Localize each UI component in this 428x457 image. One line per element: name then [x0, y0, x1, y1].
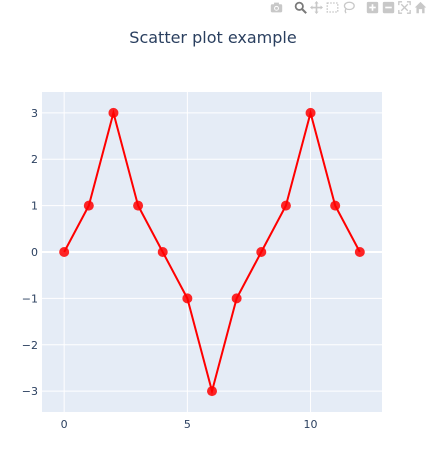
y-tick-label: −1 [22, 292, 38, 305]
y-tick-label: −2 [22, 339, 38, 352]
modebar [268, 0, 428, 14]
data-point[interactable] [354, 247, 365, 257]
data-point[interactable] [207, 386, 217, 397]
grid [42, 92, 382, 412]
home-icon[interactable] [412, 0, 428, 14]
data-point[interactable] [83, 200, 94, 211]
data-point[interactable] [108, 107, 119, 118]
data-point[interactable] [231, 293, 242, 304]
autoscale-icon[interactable] [396, 0, 412, 14]
data-point[interactable] [59, 247, 70, 257]
data-point[interactable] [280, 200, 291, 211]
y-tick-label: 2 [31, 153, 38, 166]
x-tick-label: 5 [184, 418, 191, 431]
y-tick-label: 0 [31, 246, 38, 259]
y-tick-label: 1 [31, 200, 38, 213]
camera-icon[interactable] [268, 0, 284, 14]
chart-title: Scatter plot example [129, 28, 296, 47]
pan-icon[interactable] [308, 0, 324, 14]
box-select-icon[interactable] [324, 0, 340, 14]
lasso-select-icon[interactable] [340, 0, 356, 14]
data-point[interactable] [330, 200, 341, 211]
data-point[interactable] [256, 247, 267, 257]
data-point[interactable] [133, 200, 144, 211]
data-point[interactable] [305, 107, 316, 118]
y-tick-label: −3 [22, 385, 38, 398]
zoom-in-icon[interactable] [364, 0, 380, 14]
y-tick-label: 3 [31, 107, 38, 120]
zoom-icon[interactable] [292, 0, 308, 14]
x-tick-label: 0 [61, 418, 68, 431]
zoom-out-icon[interactable] [380, 0, 396, 14]
tick-labels: 0 5 10 −3 −2 −1 0 1 2 3 [22, 107, 318, 431]
data-point[interactable] [157, 247, 168, 257]
data-point[interactable] [182, 293, 193, 304]
x-tick-label: 10 [304, 418, 318, 431]
data-series [59, 107, 365, 397]
